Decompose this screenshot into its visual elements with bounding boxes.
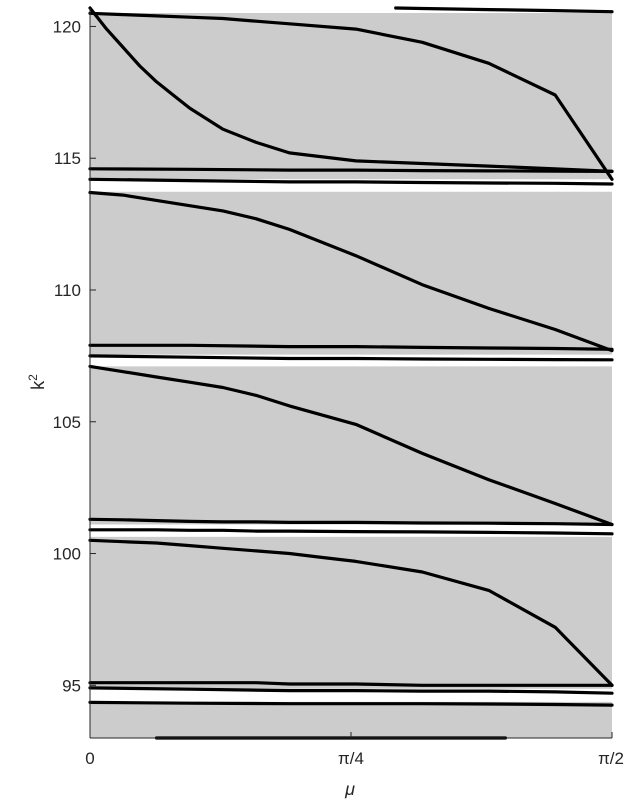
x-tick-label: π/2 — [598, 749, 624, 768]
band-5 — [90, 13, 612, 180]
curve-6 — [88, 528, 614, 536]
band-3 — [90, 366, 612, 525]
curve-8 — [88, 364, 614, 527]
band-2 — [90, 536, 612, 689]
curve-5 — [88, 538, 614, 687]
y-tick-label: 95 — [62, 676, 81, 695]
y-tick-label: 115 — [54, 149, 81, 168]
y-tick-label: 120 — [53, 17, 81, 36]
band-1 — [90, 701, 612, 738]
curve-11 — [88, 190, 614, 353]
curve-14 — [88, 11, 614, 181]
curve-15 — [88, 6, 614, 173]
y-axis-label-base: k — [28, 380, 48, 390]
band-4 — [90, 191, 612, 355]
y-axis-label-exponent: 2 — [26, 374, 40, 381]
x-tick-label: 0 — [85, 749, 94, 768]
x-axis-label: μ — [344, 779, 355, 799]
curve-12 — [88, 177, 614, 186]
axes: 95 100 105 110 115 120 0 π/4 π/2 — [53, 8, 624, 768]
curve-4 — [88, 681, 614, 687]
curve-13 — [88, 167, 614, 173]
y-tick-label: 100 — [53, 545, 81, 564]
curve-1 — [88, 700, 614, 707]
y-tick-label: 105 — [53, 413, 81, 432]
curve-7 — [88, 517, 614, 527]
curve-10 — [88, 343, 614, 351]
curve-3 — [88, 686, 614, 695]
curve-16 — [394, 6, 614, 14]
plot-area — [88, 6, 614, 740]
curve-9 — [88, 354, 614, 362]
y-tick-label: 110 — [54, 281, 81, 300]
y-axis-label: k2 — [26, 374, 48, 390]
x-tick-label: π/4 — [338, 749, 364, 768]
